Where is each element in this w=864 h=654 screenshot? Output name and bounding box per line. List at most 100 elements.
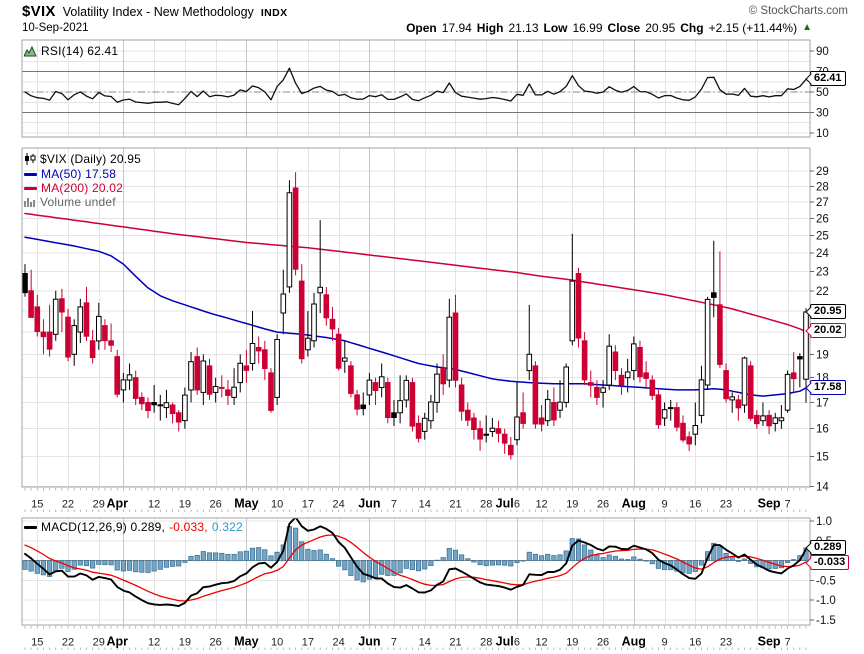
svg-text:50: 50 <box>816 87 829 99</box>
svg-text:7: 7 <box>784 499 790 511</box>
svg-text:22: 22 <box>62 499 74 511</box>
svg-text:28: 28 <box>816 181 829 193</box>
svg-text:12: 12 <box>148 637 160 649</box>
svg-text:15: 15 <box>31 637 43 649</box>
svg-text:29: 29 <box>93 637 105 649</box>
svg-text:24: 24 <box>816 248 829 260</box>
svg-text:25: 25 <box>816 230 829 242</box>
close-value: 20.95 <box>645 21 676 35</box>
svg-text:21: 21 <box>449 499 461 511</box>
svg-text:Aug: Aug <box>622 635 646 649</box>
ma50-line-icon <box>24 172 37 176</box>
macd-line-icon <box>24 525 37 529</box>
svg-text:10: 10 <box>271 499 283 511</box>
svg-text:6: 6 <box>514 499 520 511</box>
svg-text:1.0: 1.0 <box>816 516 832 528</box>
svg-text:22: 22 <box>816 286 829 298</box>
ma50-legend: MA(50) 17.58 <box>24 167 116 181</box>
price-legend-label: $VIX (Daily) 20.95 <box>40 152 141 166</box>
ma50-legend-label: MA(50) 17.58 <box>41 167 117 181</box>
svg-text:16: 16 <box>816 424 829 436</box>
svg-text:23: 23 <box>816 267 829 279</box>
svg-text:27: 27 <box>816 197 829 209</box>
svg-text:7: 7 <box>784 637 790 649</box>
svg-text:90: 90 <box>816 46 829 58</box>
chg-value: +2.15 (+11.44%) <box>708 21 798 35</box>
svg-text:10: 10 <box>271 637 283 649</box>
svg-text:May: May <box>234 497 258 511</box>
open-value: 17.94 <box>441 21 472 35</box>
svg-text:12: 12 <box>535 499 547 511</box>
svg-text:19: 19 <box>566 637 578 649</box>
macd-legend: MACD(12,26,9) 0.289, -0.033, 0.322 <box>24 520 243 534</box>
svg-text:16: 16 <box>689 637 701 649</box>
price-marker-close: 20.95 <box>804 304 846 319</box>
svg-text:Sep: Sep <box>758 497 781 511</box>
ma200-legend-label: MA(200) 20.02 <box>41 181 123 195</box>
price-legend-main: $VIX (Daily) 20.95 <box>24 152 141 166</box>
svg-text:23: 23 <box>720 637 732 649</box>
svg-text:23: 23 <box>720 499 732 511</box>
macd-marker-line: 0.289 <box>804 540 846 555</box>
svg-text:28: 28 <box>480 637 492 649</box>
svg-text:26: 26 <box>210 637 222 649</box>
ma200-legend: MA(200) 20.02 <box>24 181 123 195</box>
svg-text:14: 14 <box>419 637 431 649</box>
svg-text:19: 19 <box>566 499 578 511</box>
svg-text:21: 21 <box>449 637 461 649</box>
svg-text:15: 15 <box>816 452 829 464</box>
svg-text:17: 17 <box>816 397 829 409</box>
volume-legend: Volume undef <box>24 195 116 209</box>
high-label: High <box>476 21 504 35</box>
candlestick-icon <box>25 153 36 165</box>
chart-title: Volatility Index - New Methodology <box>62 5 254 19</box>
chart-date: 10-Sep-2021 <box>22 22 89 34</box>
svg-text:16: 16 <box>689 499 701 511</box>
svg-text:Aug: Aug <box>622 497 646 511</box>
quote-row: Open 17.94 High 21.13 Low 16.99 Close 20… <box>406 21 812 35</box>
svg-text:-0.5: -0.5 <box>816 575 836 587</box>
svg-text:28: 28 <box>480 499 492 511</box>
svg-text:Jun: Jun <box>358 497 380 511</box>
svg-text:7: 7 <box>391 637 397 649</box>
rsi-legend-label: RSI(14) 62.41 <box>41 44 119 58</box>
symbol: $VIX <box>22 3 56 20</box>
svg-text:12: 12 <box>148 499 160 511</box>
high-value: 21.13 <box>508 21 539 35</box>
svg-text:29: 29 <box>93 499 105 511</box>
exchange-label: INDX <box>260 7 288 19</box>
svg-text:26: 26 <box>597 499 609 511</box>
svg-text:9: 9 <box>661 499 667 511</box>
svg-text:Apr: Apr <box>106 497 128 511</box>
macd-legend-hist: 0.322 <box>211 520 243 534</box>
svg-text:-1.5: -1.5 <box>816 615 836 627</box>
svg-text:22: 22 <box>62 637 74 649</box>
svg-text:19: 19 <box>179 499 191 511</box>
svg-text:24: 24 <box>333 637 345 649</box>
svg-text:26: 26 <box>597 637 609 649</box>
svg-text:7: 7 <box>391 499 397 511</box>
svg-text:Sep: Sep <box>758 635 781 649</box>
svg-text:-1.0: -1.0 <box>816 595 836 607</box>
ma200-line-icon <box>24 186 37 190</box>
volume-bars-icon <box>24 198 35 207</box>
volume-legend-label: Volume undef <box>40 195 116 209</box>
svg-text:24: 24 <box>333 499 345 511</box>
svg-text:26: 26 <box>210 499 222 511</box>
svg-text:14: 14 <box>816 482 829 494</box>
low-label: Low <box>543 21 568 35</box>
svg-text:12: 12 <box>535 637 547 649</box>
svg-text:Jul: Jul <box>496 635 514 649</box>
macd-legend-base: MACD(12,26,9) 0.289, <box>41 520 166 534</box>
svg-text:9: 9 <box>661 637 667 649</box>
rsi-marker: 62.41 <box>804 71 846 86</box>
svg-text:17: 17 <box>302 499 314 511</box>
svg-text:May: May <box>234 635 258 649</box>
svg-text:19: 19 <box>179 637 191 649</box>
svg-text:17: 17 <box>302 637 314 649</box>
svg-text:Jun: Jun <box>358 635 380 649</box>
chg-label: Chg <box>680 21 704 35</box>
rsi-area-icon <box>24 45 37 56</box>
